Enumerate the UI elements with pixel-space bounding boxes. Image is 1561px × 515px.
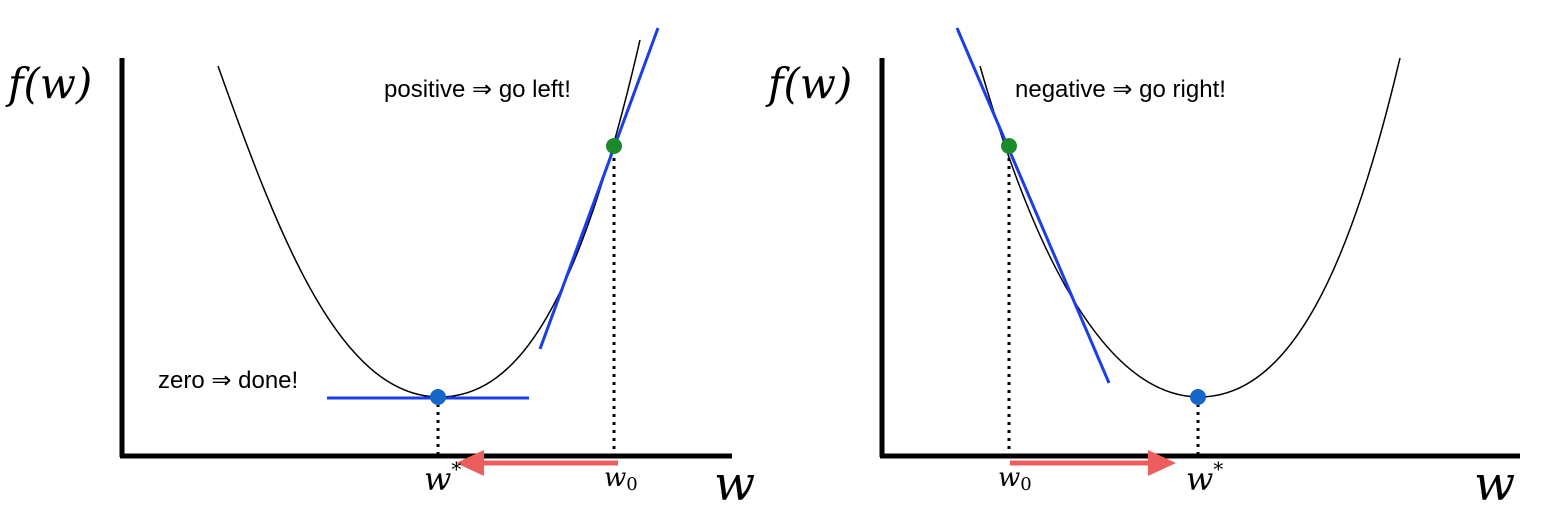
right-start-point xyxy=(1001,138,1017,154)
left-wstar-label: w* xyxy=(424,457,461,498)
left-step-arrow xyxy=(456,450,618,476)
right-step-arrow xyxy=(1010,450,1176,476)
left-w0-label: w0 xyxy=(604,463,638,495)
right-xlabel: w xyxy=(1474,456,1515,512)
right-tangent-line xyxy=(955,27,1111,384)
right-wstar-label: w* xyxy=(1186,457,1223,498)
left-annotation-bottom: zero ⇒ done! xyxy=(158,367,298,394)
right-w0-label: w0 xyxy=(998,463,1032,495)
left-start-point xyxy=(606,138,622,154)
left-min-point xyxy=(430,389,446,405)
left-tangent-line xyxy=(538,27,660,350)
right-ylabel: f(w) xyxy=(765,59,852,108)
left-annotation-top: positive ⇒ go left! xyxy=(384,76,571,103)
right-panel: f(w) w negative ⇒ go right! w0 w* xyxy=(765,27,1520,512)
right-annotation-top: negative ⇒ go right! xyxy=(1015,76,1226,103)
left-xlabel: w xyxy=(714,456,755,512)
right-min-point xyxy=(1190,389,1206,405)
left-panel: f(w) w positive ⇒ go left! zero ⇒ done! … xyxy=(5,27,755,512)
left-ylabel: f(w) xyxy=(5,59,92,108)
